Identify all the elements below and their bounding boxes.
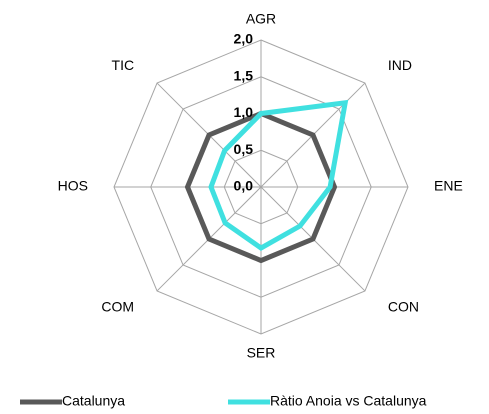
- category-label: TIC: [112, 57, 135, 73]
- grid-ring: [150, 76, 372, 298]
- tick-label: 0,0: [234, 178, 254, 194]
- category-label: CON: [388, 299, 419, 315]
- series-line: [184, 110, 338, 264]
- category-label: SER: [247, 345, 276, 361]
- tick-label: 2,0: [234, 31, 254, 47]
- category-label: IND: [388, 57, 412, 73]
- legend-label: Catalunya: [62, 393, 125, 409]
- grid-ring: [223, 149, 299, 225]
- category-label: ENE: [434, 178, 463, 194]
- tick-label: 1,5: [234, 67, 254, 83]
- tick-label: 0,5: [234, 141, 254, 157]
- category-label: HOS: [58, 178, 88, 194]
- grid-ring: [113, 39, 409, 335]
- legend-label: Ràtio Anoia vs Catalunya: [270, 393, 427, 409]
- tick-label: 1,0: [234, 104, 254, 120]
- series-line: [208, 99, 349, 251]
- category-label: COM: [101, 299, 134, 315]
- category-label: AGR: [246, 11, 276, 27]
